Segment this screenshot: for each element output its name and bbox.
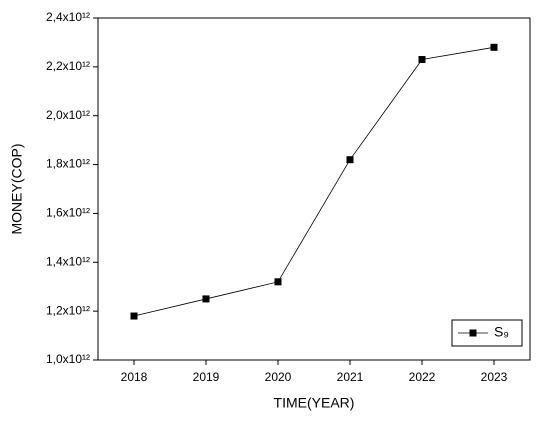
plot-frame <box>97 17 531 361</box>
data-point <box>274 278 282 286</box>
y-tick-label: 2,0x10¹² <box>46 108 90 122</box>
data-point <box>130 312 138 320</box>
x-tick-label: 2022 <box>409 370 436 384</box>
data-point <box>346 156 354 164</box>
y-tick-label: 1,0x10¹² <box>46 352 90 366</box>
y-tick-label: 1,8x10¹² <box>46 157 90 171</box>
x-tick-label: 2020 <box>265 370 292 384</box>
data-point <box>418 56 426 64</box>
x-tick-label: 2019 <box>193 370 220 384</box>
x-axis-title: TIME(YEAR) <box>274 395 355 411</box>
y-tick-label: 1,2x10¹² <box>46 303 90 317</box>
x-tick-label: 2023 <box>481 370 508 384</box>
legend-label: S₉ <box>494 324 509 340</box>
data-point <box>202 295 210 303</box>
data-point <box>490 43 498 51</box>
y-tick-label: 2,4x10¹² <box>46 10 90 24</box>
x-tick-label: 2018 <box>121 370 148 384</box>
y-tick-label: 1,6x10¹² <box>46 206 90 220</box>
x-tick-label: 2021 <box>337 370 364 384</box>
legend-marker <box>469 329 477 337</box>
series-line <box>133 46 495 317</box>
y-tick-label: 1,4x10¹² <box>46 254 90 268</box>
y-tick-label: 2,2x10¹² <box>46 59 90 73</box>
y-axis-title: MONEY(COP) <box>9 144 25 235</box>
